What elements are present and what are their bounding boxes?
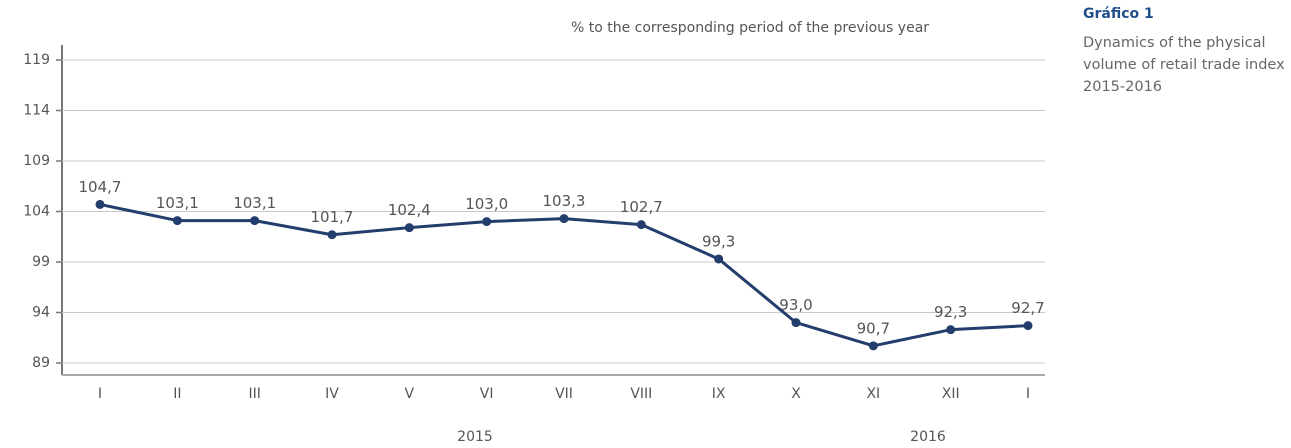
x-tick-label: I (1026, 386, 1030, 402)
data-label: 102,4 (388, 201, 431, 219)
y-tick-label: 114 (23, 103, 50, 119)
data-label: 103,3 (543, 192, 586, 210)
year-label: 2016 (910, 429, 946, 445)
point (172, 216, 182, 226)
data-label: 102,7 (620, 198, 663, 216)
point (404, 223, 414, 233)
y-tick-label: 94 (32, 305, 50, 321)
point (482, 217, 492, 227)
point (1023, 321, 1033, 331)
point (946, 325, 956, 335)
data-label: 101,7 (311, 208, 354, 226)
x-tick-label: X (791, 386, 801, 402)
point (636, 220, 646, 230)
x-tick-label: XII (942, 386, 960, 402)
data-label: 103,1 (233, 194, 276, 212)
data-label: 93,0 (779, 296, 812, 314)
data-label: 92,3 (934, 303, 967, 321)
x-tick-label: III (248, 386, 260, 402)
chart: % to the corresponding period of the pre… (23, 20, 1045, 445)
data-label: 103,0 (465, 195, 508, 213)
point (714, 254, 724, 264)
data-label: 99,3 (702, 232, 735, 250)
data-label: 103,1 (156, 194, 199, 212)
point (250, 216, 260, 226)
y-tick-label: 109 (23, 153, 50, 169)
y-tick-label: 99 (32, 254, 50, 270)
point (327, 230, 337, 240)
x-tick-label: IV (325, 386, 339, 402)
y-tick-label: 89 (32, 355, 50, 371)
point (791, 318, 801, 328)
point (559, 214, 569, 224)
year-label: 2015 (457, 429, 493, 445)
side-caption: Dynamics of the physical volume of retai… (1083, 35, 1285, 95)
side-title: Gráfico 1 (1083, 6, 1154, 22)
data-label: 90,7 (857, 319, 890, 337)
x-tick-label: XI (866, 386, 880, 402)
y-tick-label: 119 (23, 52, 50, 68)
data-label: 92,7 (1011, 299, 1044, 317)
x-tick-label: V (405, 386, 415, 402)
x-tick-label: II (173, 386, 181, 402)
x-tick-label: IX (712, 386, 726, 402)
x-tick-label: VI (480, 386, 494, 402)
chart-subtitle: % to the corresponding period of the pre… (571, 20, 929, 36)
x-tick-label: VII (555, 386, 573, 402)
x-tick-label: VIII (630, 386, 652, 402)
point (868, 341, 878, 351)
data-label: 104,7 (79, 178, 122, 196)
y-tick-label: 104 (23, 204, 50, 220)
point (95, 199, 105, 209)
x-tick-label: I (98, 386, 102, 402)
